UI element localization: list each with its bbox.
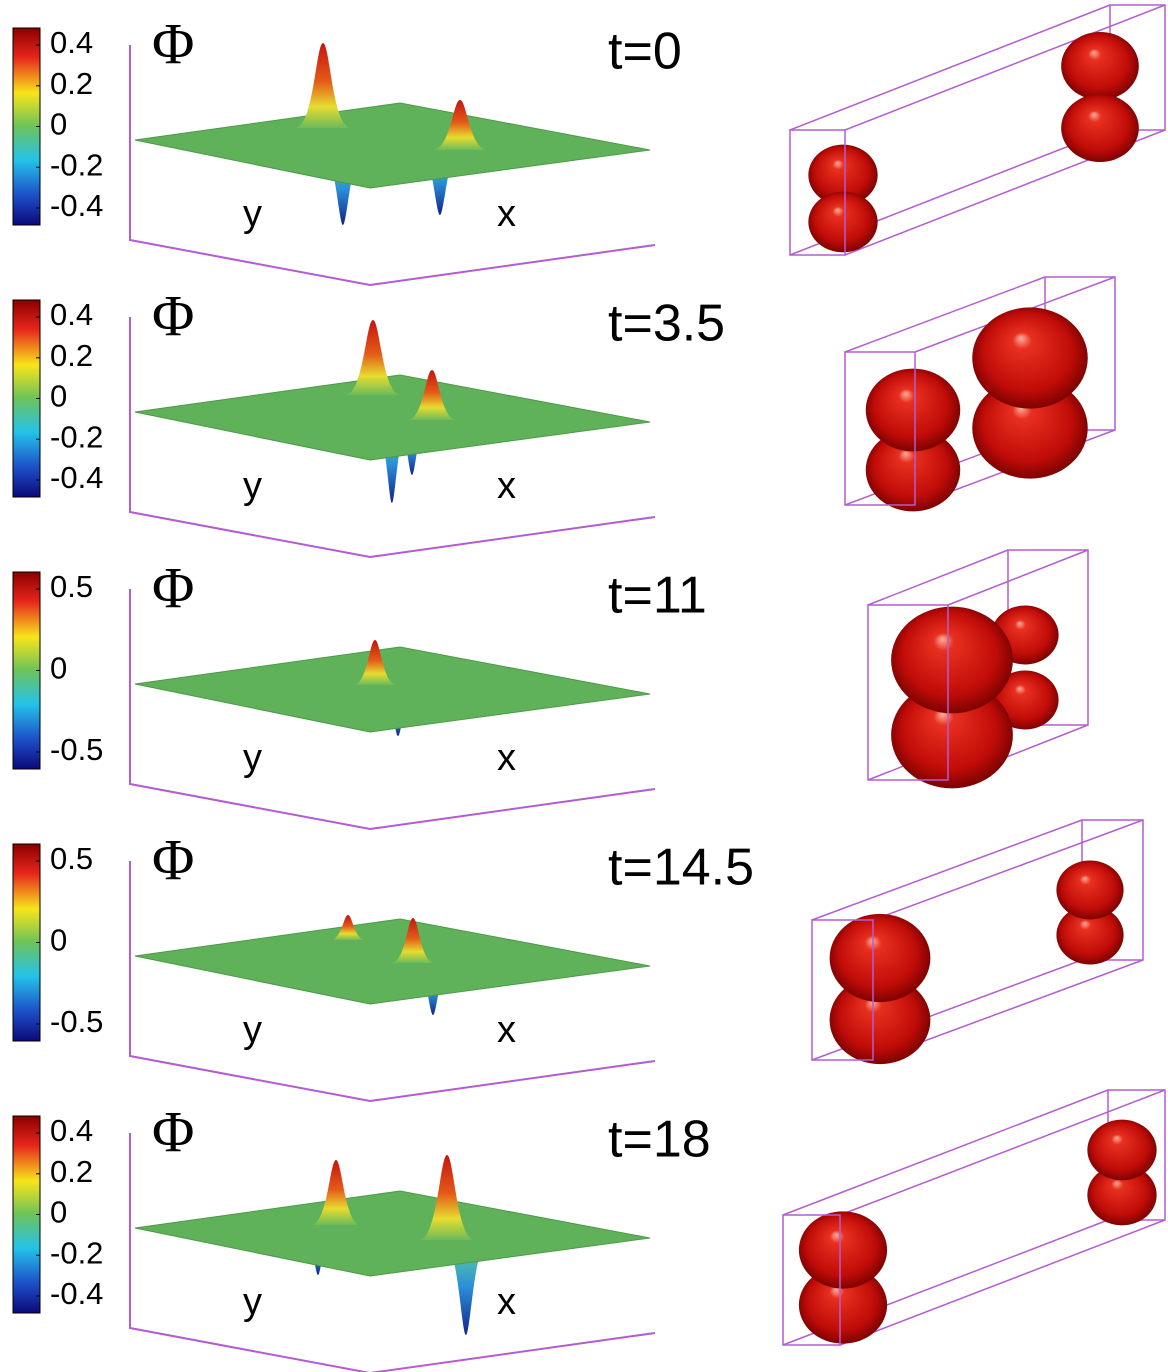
time-label: t=0 xyxy=(608,23,682,81)
x-axis-label: x xyxy=(497,737,516,779)
colorbar xyxy=(13,844,40,1041)
y-axis-label: y xyxy=(243,1281,262,1323)
surface-plane xyxy=(135,919,650,1004)
isosurface-lobe xyxy=(1061,32,1139,100)
box-edge xyxy=(948,550,1088,605)
figure: 0.4 0.2 0 -0.2 -0.4 Φy x t=0 0.4 0.2 0 -0.2 -0.4 Φy x t… xyxy=(0,0,1168,1372)
colorbar-tick-label: 0 xyxy=(50,923,67,958)
colorbar-tick-label: 0.2 xyxy=(50,338,93,373)
y-axis-label: y xyxy=(243,465,262,507)
colorbar-tick-label: 0.4 xyxy=(50,1113,93,1148)
field-symbol: Φ xyxy=(152,1099,194,1164)
box-edge xyxy=(840,1220,1165,1345)
colorbar-tick-label: -0.5 xyxy=(50,732,103,767)
isosurface-lobe xyxy=(808,192,877,253)
colorbar-tick-label: -0.4 xyxy=(50,460,103,495)
colorbar xyxy=(13,572,40,769)
box-edge xyxy=(868,550,1008,605)
x-axis-label: x xyxy=(497,193,516,235)
time-label: t=11 xyxy=(608,567,707,625)
colorbar-tick-label: -0.4 xyxy=(50,188,103,223)
box-edge xyxy=(812,820,1082,920)
isosurface-lobe xyxy=(1056,861,1123,920)
isosurface-lobe xyxy=(1087,1120,1156,1181)
isosurface-lobe xyxy=(972,307,1088,408)
time-label: t=14.5 xyxy=(608,839,754,897)
field-symbol: Φ xyxy=(152,555,194,620)
colorbar-tick-label: -0.2 xyxy=(50,1235,103,1270)
field-symbol: Φ xyxy=(152,827,194,892)
surface-plane xyxy=(135,1191,650,1276)
y-axis-label: y xyxy=(243,193,262,235)
colorbar-tick-label: -0.2 xyxy=(50,419,103,454)
colorbar-tick-label: -0.2 xyxy=(50,147,103,182)
y-axis-label: y xyxy=(243,737,262,779)
x-axis-label: x xyxy=(497,1009,516,1051)
x-axis-label: x xyxy=(497,465,516,507)
panel: 0.4 0.2 0 -0.2 -0.4 Φy x t=3.5 xyxy=(13,277,1115,557)
surface-plane xyxy=(135,103,650,188)
colorbar-tick-label: 0.5 xyxy=(50,569,93,604)
panel: 0.4 0.2 0 -0.2 -0.4 Φy x t=0 xyxy=(13,5,1165,285)
x-axis-label: x xyxy=(497,1281,516,1323)
panel: 0.5 0 -0.5 Φy x t=11 xyxy=(13,550,1088,829)
box-edge xyxy=(783,1090,1108,1215)
colorbar xyxy=(13,1116,40,1313)
surface-dip xyxy=(452,1255,480,1335)
colorbar-tick-label: 0.2 xyxy=(50,1154,93,1189)
colorbar xyxy=(13,28,40,225)
y-axis-label: y xyxy=(243,1009,262,1051)
field-symbol: Φ xyxy=(152,283,194,348)
isosurface-lobe xyxy=(830,914,931,1002)
colorbar-tick-label: 0.2 xyxy=(50,66,93,101)
panel: 0.5 0 -0.5 Φy x t=14.5 xyxy=(13,820,1143,1101)
isosurface-lobe xyxy=(799,1211,887,1288)
colorbar-tick-label: 0 xyxy=(50,651,67,686)
surface-plane xyxy=(135,375,650,460)
field-symbol: Φ xyxy=(152,11,194,76)
colorbar-tick-label: 0.4 xyxy=(50,25,93,60)
colorbar-tick-label: 0 xyxy=(50,379,67,414)
colorbar-tick-label: 0.4 xyxy=(50,297,93,332)
time-label: t=3.5 xyxy=(608,295,725,353)
surface-plane xyxy=(135,647,650,732)
colorbar xyxy=(13,300,40,497)
isosurface-lobe xyxy=(891,607,1013,714)
colorbar-tick-label: 0 xyxy=(50,1195,67,1230)
colorbar-tick-label: 0 xyxy=(50,107,67,142)
colorbar-tick-label: -0.4 xyxy=(50,1276,103,1311)
isosurface-lobe xyxy=(866,369,961,452)
isosurface-lobe xyxy=(1061,94,1139,162)
panel: 0.4 0.2 0 -0.2 -0.4 Φy x t=18 xyxy=(13,1090,1165,1372)
time-label: t=18 xyxy=(608,1111,711,1169)
colorbar-tick-label: 0.5 xyxy=(50,841,93,876)
colorbar-tick-label: -0.5 xyxy=(50,1004,103,1039)
